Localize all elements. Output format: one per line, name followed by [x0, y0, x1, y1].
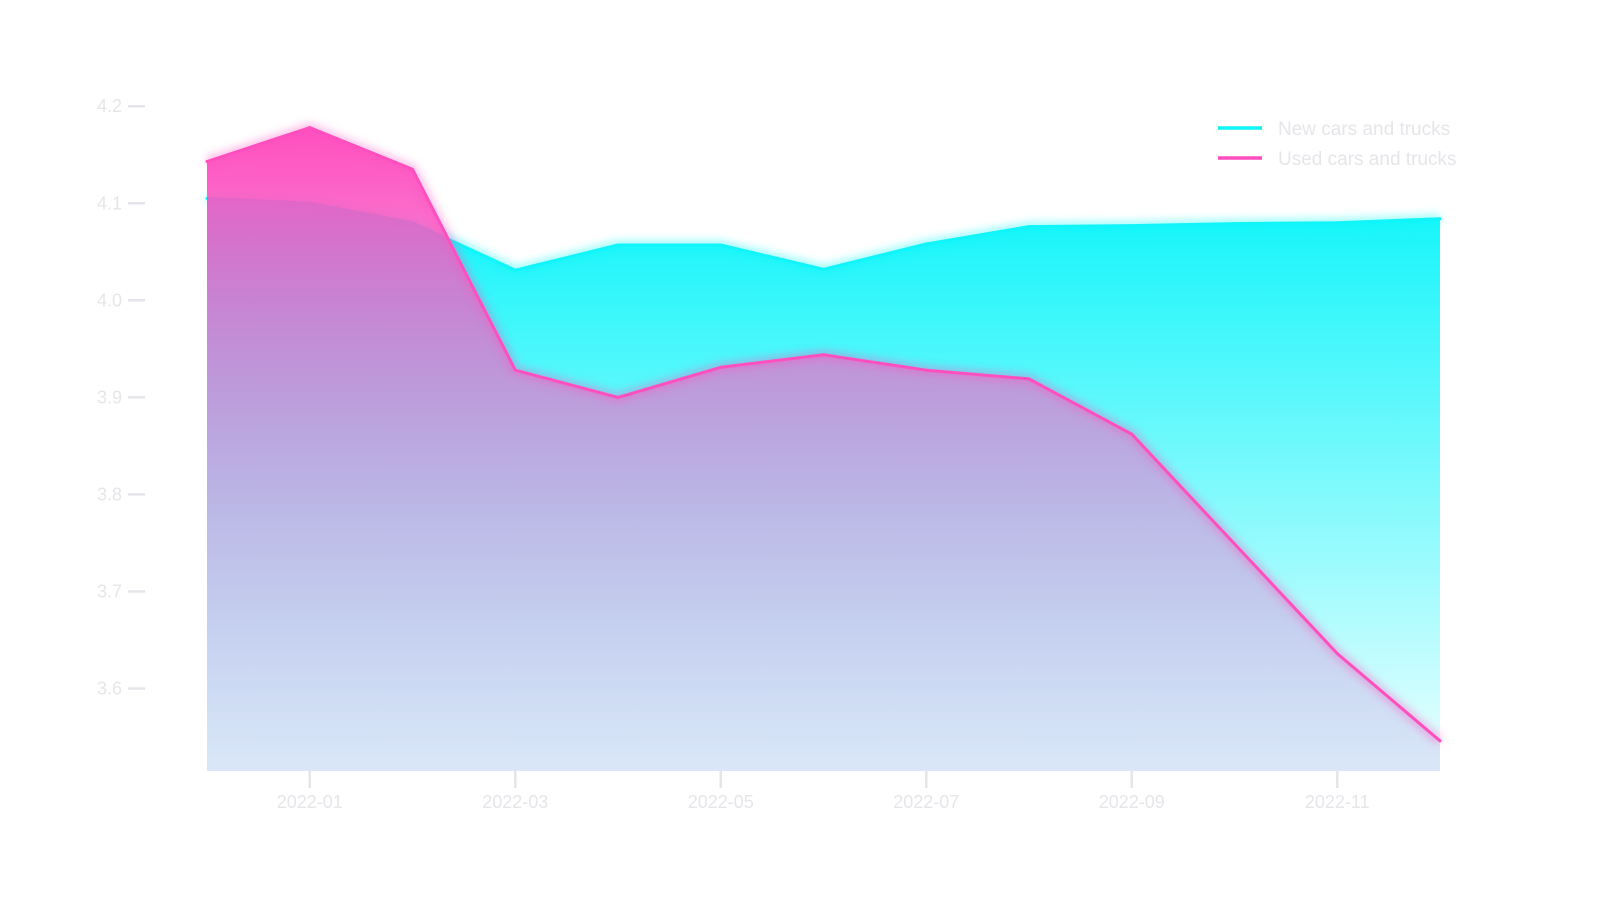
point-used-cars-and-trucks [719, 365, 723, 369]
point-new-cars-and-trucks [719, 243, 723, 247]
point-used-cars-and-trucks [205, 160, 209, 164]
point-used-cars-and-trucks [1335, 652, 1339, 656]
point-new-cars-and-trucks [1027, 225, 1031, 229]
x-tick-label: 2022-07 [893, 792, 959, 812]
y-tick-label: 3.9 [97, 387, 122, 407]
point-used-cars-and-trucks [1438, 739, 1442, 743]
legend: New cars and trucks Used cars and trucks [1218, 119, 1456, 170]
point-used-cars-and-trucks [513, 368, 517, 372]
point-new-cars-and-trucks [822, 267, 825, 271]
point-used-cars-and-trucks [1233, 542, 1236, 546]
x-tick-label: 2022-03 [482, 792, 548, 812]
plot-area [205, 122, 1444, 772]
x-axis: 2022-01 2022-03 2022-05 2022-07 2022-09 2022-… [277, 771, 1370, 812]
point-new-cars-and-trucks [1335, 221, 1339, 225]
point-used-cars-and-trucks [411, 167, 414, 171]
point-used-cars-and-trucks [308, 126, 312, 130]
area-tint-used-cars-and-trucks [207, 127, 1440, 772]
point-new-cars-and-trucks [513, 268, 517, 272]
point-new-cars-and-trucks [924, 242, 928, 246]
y-tick-label: 3.6 [97, 679, 122, 699]
point-new-cars-and-trucks [1233, 222, 1236, 226]
x-tick-label: 2022-01 [277, 792, 343, 812]
legend-label: Used cars and trucks [1278, 149, 1456, 170]
x-tick-label: 2022-11 [1305, 792, 1370, 812]
legend-label: New cars and trucks [1278, 119, 1450, 140]
x-tick-label: 2022-05 [688, 792, 754, 812]
y-tick-label: 3.7 [97, 581, 122, 601]
point-used-cars-and-trucks [924, 368, 928, 372]
y-tick-label: 3.8 [97, 484, 122, 504]
point-new-cars-and-trucks [616, 243, 620, 247]
point-used-cars-and-trucks [616, 395, 620, 399]
x-tick-label: 2022-09 [1099, 792, 1165, 812]
y-tick-label: 4.0 [97, 290, 122, 310]
point-used-cars-and-trucks [1130, 432, 1134, 436]
y-tick-label: 4.2 [97, 96, 122, 116]
point-used-cars-and-trucks [1027, 377, 1031, 381]
point-new-cars-and-trucks [1130, 224, 1134, 228]
point-used-cars-and-trucks [822, 353, 825, 357]
point-new-cars-and-trucks [1438, 217, 1442, 221]
y-tick-label: 4.1 [97, 193, 122, 213]
y-axis: 3.6 3.7 3.8 3.9 4.0 4.1 4.2 [97, 96, 145, 699]
